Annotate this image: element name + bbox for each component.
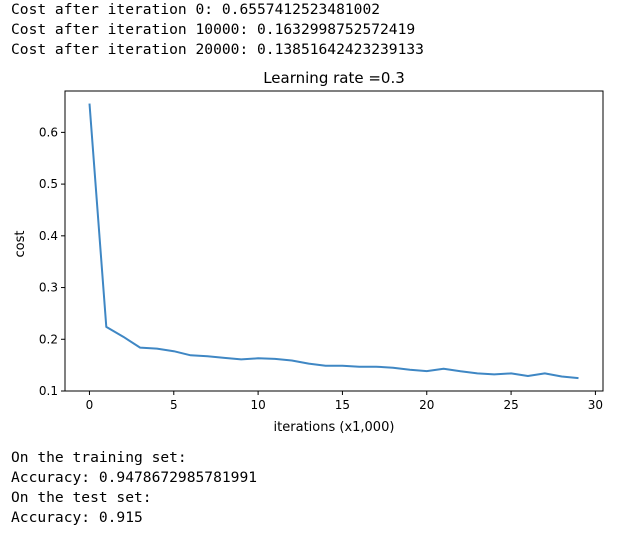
x-tick-label: 25 [503, 398, 518, 412]
y-tick-label: 0.1 [39, 384, 58, 398]
log-line-3: Cost after iteration 20000: 0.1385164242… [11, 41, 424, 58]
y-axis-label: cost [13, 231, 28, 258]
x-tick-label: 30 [588, 398, 603, 412]
x-tick-label: 10 [250, 398, 265, 412]
y-tick-label: 0.4 [39, 229, 58, 243]
x-tick-label: 0 [86, 398, 94, 412]
y-tick-label: 0.5 [39, 177, 58, 191]
plot-area: 0 5 10 15 20 25 30 0.1 0.2 0.3 0.4 0.5 0.6 [39, 90, 604, 412]
x-tick-label: 15 [335, 398, 350, 412]
log-line-2: Cost after iteration 10000: 0.1632998752… [11, 21, 416, 38]
result-line-2: Accuracy: 0.9478672985781991 [11, 469, 258, 486]
x-tick-label: 5 [170, 398, 178, 412]
x-tick-label: 20 [419, 398, 434, 412]
x-axis-label: iterations (x1,000) [274, 420, 395, 435]
result-line-1: On the training set: [11, 449, 187, 466]
plot-frame [64, 90, 604, 392]
cost-series-line [88, 103, 579, 380]
chart-title: Learning rate =0.3 [263, 69, 405, 87]
y-tick-label: 0.6 [39, 125, 58, 139]
y-tick-label: 0.2 [39, 332, 58, 346]
result-line-3: On the test set: [11, 489, 152, 506]
y-tick-label: 0.3 [39, 281, 58, 295]
cost-chart: Learning rate =0.3 0 5 10 15 20 25 30 0.1 0.2 0.3… [13, 69, 604, 435]
result-line-4: Accuracy: 0.915 [11, 509, 143, 526]
log-line-1: Cost after iteration 0: 0.65574125234810… [11, 1, 381, 18]
